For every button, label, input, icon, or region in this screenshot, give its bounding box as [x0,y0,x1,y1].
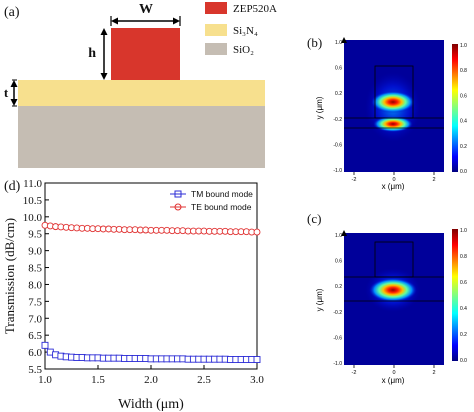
chart-legend: TM bound mode TE bound mode [170,189,253,212]
legend-label-si3n4: Si₃N₄ [233,25,258,37]
x-tick-label: 1.5 [91,374,105,386]
x-tick-label: 1.0 [38,374,52,386]
t-arrow-top-icon [10,80,18,87]
colorbar-c [452,229,458,361]
x-axis-title: Width (μm) [118,397,184,412]
map-y-tick-label: 1.0 [335,233,342,239]
panel-b-label: (b) [307,35,322,50]
legend-label-sio2: SiO₂ [233,44,254,56]
legend-label-tm: TM bound mode [191,189,253,199]
tm-data-point [253,356,261,363]
legend-marker-te [174,203,182,211]
panel-c-label: (c) [307,211,321,226]
panel-d-label: (d) [4,179,21,194]
y-tick-label: 8.0 [28,279,42,291]
t-label: t [4,85,9,100]
chart-axes: 5.5 6.0 6.5 7.0 7.5 8.0 8.5 9.0 9.5 10.0 10.5 11.0 1… [23,178,265,386]
y-tick-label: 8.5 [28,263,42,275]
map-y-tick-label: -1.0 [333,361,342,367]
y-tick-label: 10.0 [23,212,43,224]
w-arrow-right-icon [173,17,180,25]
map-y-tick-label: 0.6 [335,259,342,265]
colorbar-tick-label: 1.0 [460,43,467,49]
sio2-substrate [18,106,265,168]
legend-marker-tm [174,190,182,198]
map-y-tick-label: 1.0 [335,40,342,46]
w-arrow-left-icon [111,17,118,25]
colorbar-tick-label: 0.2 [460,332,467,338]
map-x-tick-label: -2 [352,370,357,376]
axis-ticks-c: -2 0 2 1.0 0.6 0.2 -0.2 -0.6 -1.0 1.0 0.8 0.6 0.4 0.2… [333,228,467,376]
x-tick-label: 2.0 [144,374,158,386]
zep520a-resist [111,28,180,80]
colorbar-b [452,44,458,172]
x-axis-label-c: x (μm) [382,376,405,385]
y-tick-label: 7.0 [28,313,42,325]
map-y-tick-label: 0.6 [335,66,342,72]
panel-b: (b) y (μm) x (μm) -2 0 21.00.60.2-0.2-0.6-… [307,35,467,191]
map-x-tick-label: 0 [392,370,395,376]
y-axis-arrow-b-icon [341,37,347,43]
map-y-tick-label: -1.0 [333,168,342,174]
y-axis-arrow-c-icon [341,230,347,236]
map-y-tick-label: -0.6 [333,142,342,148]
y-tick-label: 7.5 [28,296,42,308]
h-arrow-top-icon [100,28,108,35]
y-tick-label: 6.5 [28,330,42,342]
colorbar-tick-label: 0.6 [460,93,467,99]
y-tick-label: 10.5 [23,195,43,207]
legend-label-zep520a: ZEP520A [233,3,277,15]
panel-a: (a) W h t ZEP520A Si₃N₄ SiO₂ [4,2,277,168]
h-label: h [88,46,96,61]
y-tick-label: 9.5 [28,229,42,241]
y-tick-label: 9.0 [28,246,42,258]
colorbar-tick-label: 0.4 [460,306,467,312]
x-tick-label: 2.5 [197,374,211,386]
map-y-tick-label: 0.2 [335,91,342,97]
legend-label-te: TE bound mode [191,202,252,212]
panel-d: (d) 5.5 6.0 6.5 7.0 7.5 8.0 8.5 9.0 9.5 10.0 10.5 1… [2,178,264,412]
y-tick-label: 11.0 [23,178,42,190]
y-tick-label: 5.5 [28,364,42,376]
x-axis-label-b: x (μm) [382,182,405,191]
colorbar-tick-label: 0.2 [460,144,467,150]
legend-swatch-sio2 [205,43,227,55]
field-core-c [369,278,417,302]
map-x-tick-label: 2 [432,177,435,183]
map-y-tick-label: -0.2 [333,310,342,316]
axis-ticks-b: -2 0 2 1.0 0.6 0.2 -0.2 -0.6 -1.0 1.0 0.8 0.6 0.4 0.2… [333,40,467,183]
map-x-tick-label: 2 [432,370,435,376]
map-y-tick-label: 0.2 [335,284,342,290]
h-arrow-bottom-icon [100,73,108,80]
panel-a-label: (a) [4,5,20,20]
map-x-tick-label: -2 [352,177,357,183]
colorbar-tick-label: 0.0 [460,358,467,364]
colorbar-tick-label: 1.0 [460,228,467,234]
y-axis-label-c: y (μm) [315,288,324,311]
colorbar-tick-label: 0.8 [460,254,467,260]
x-tick-label: 3.0 [250,374,264,386]
map-x-tick-label: 0 [392,177,395,183]
colorbar-tick-label: 0.8 [460,68,467,74]
w-label: W [139,2,153,17]
map-y-tick-label: -0.2 [333,117,342,123]
y-axis-title: Transmission (dB/cm) [2,218,17,334]
si3n4-layer [18,80,265,106]
y-axis-label-b: y (μm) [315,96,324,119]
colorbar-tick-label: 0.0 [460,169,467,175]
te-data-point [253,228,261,236]
legend-swatch-si3n4 [205,24,227,36]
map-y-tick-label: -0.6 [333,335,342,341]
panel-c: (c) y (μm) x (μm) -2 0 21.00.60.2-0.2-0.6-… [307,211,467,385]
colorbar-tick-label: 0.4 [460,119,467,125]
field-lobe-upper-b [371,91,415,113]
chart-series [41,221,261,363]
y-tick-label: 6.0 [28,347,42,359]
tm-data-point [41,341,49,349]
t-arrow-bottom-icon [10,99,18,106]
colorbar-tick-label: 0.6 [460,280,467,286]
legend-swatch-zep520a [205,2,227,14]
